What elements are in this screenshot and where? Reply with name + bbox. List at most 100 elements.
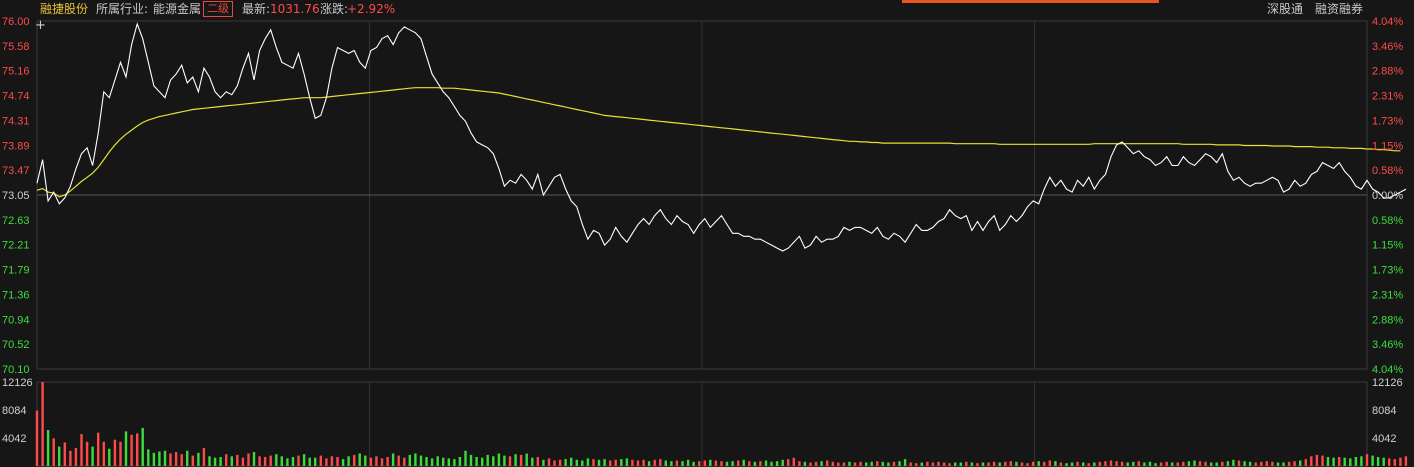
volume-bar bbox=[230, 456, 233, 466]
volume-bar bbox=[252, 452, 256, 466]
volume-bar bbox=[241, 457, 245, 466]
volume-bar bbox=[1388, 458, 1391, 466]
volume-bar bbox=[809, 462, 812, 466]
volume-bar bbox=[369, 457, 373, 466]
volume-bar bbox=[531, 457, 534, 466]
volume-tick-label: 8084 bbox=[1372, 405, 1396, 417]
volume-bar bbox=[408, 454, 411, 466]
volume-bar bbox=[169, 453, 172, 466]
volume-bar bbox=[63, 442, 66, 466]
volume-bar bbox=[675, 460, 679, 466]
volume-bar bbox=[892, 461, 896, 466]
volume-bar bbox=[197, 452, 200, 466]
volume-bar bbox=[1004, 461, 1007, 466]
volume-bar bbox=[770, 461, 773, 466]
volume-bar bbox=[1082, 462, 1085, 466]
volume-bar bbox=[659, 459, 662, 466]
volume-bar bbox=[1243, 461, 1246, 466]
volume-bar bbox=[442, 457, 445, 466]
volume-bar bbox=[1276, 462, 1280, 466]
chart-grid bbox=[36, 20, 1368, 467]
volume-bar bbox=[586, 458, 590, 466]
volume-bar bbox=[1087, 463, 1090, 466]
industry-level-badge[interactable]: 二级 bbox=[203, 1, 233, 17]
volume-bar bbox=[1015, 461, 1018, 466]
volume-bar bbox=[453, 459, 456, 466]
price-tick-label: 70.52 bbox=[2, 339, 30, 351]
volume-bar bbox=[419, 455, 423, 466]
volume-bar bbox=[275, 454, 278, 466]
volume-bar bbox=[959, 462, 962, 466]
volume-bar bbox=[1382, 457, 1385, 466]
volume-bar bbox=[1165, 461, 1168, 466]
volume-tick-label: 12126 bbox=[1372, 377, 1403, 389]
volume-bar bbox=[903, 459, 907, 466]
price-tick-label: 75.58 bbox=[2, 41, 30, 53]
price-tick-label: 73.89 bbox=[2, 140, 30, 152]
volume-bar bbox=[937, 461, 940, 466]
volume-bar bbox=[391, 453, 395, 466]
volume-bar bbox=[709, 459, 712, 466]
volume-bar bbox=[1371, 455, 1374, 466]
volume-bar bbox=[915, 463, 918, 466]
volume-bar bbox=[163, 450, 167, 466]
volume-bar bbox=[1204, 461, 1207, 466]
volume-bar bbox=[69, 450, 72, 466]
industry-name[interactable]: 能源金属 bbox=[153, 2, 202, 16]
volume-bar bbox=[1321, 455, 1324, 466]
volume-bar bbox=[236, 454, 239, 466]
volume-bar bbox=[1354, 457, 1358, 466]
volume-bar bbox=[464, 450, 467, 466]
volume-bar bbox=[876, 461, 879, 466]
volume-bar bbox=[481, 457, 484, 466]
volume-bar bbox=[130, 434, 133, 466]
volume-bar bbox=[1076, 461, 1079, 466]
volume-bar bbox=[1293, 461, 1296, 466]
volume-bar bbox=[920, 462, 923, 466]
volume-bar bbox=[814, 461, 818, 466]
volume-bar bbox=[1210, 462, 1213, 466]
volume-bar bbox=[748, 461, 751, 466]
volume-bar bbox=[1232, 459, 1235, 466]
volume-bar bbox=[380, 458, 384, 466]
volume-bar bbox=[180, 454, 183, 466]
volume-bar bbox=[542, 459, 545, 466]
price-tick-label: 76.00 bbox=[2, 16, 30, 28]
volume-bar bbox=[1365, 454, 1369, 466]
margin-trading-button[interactable]: 融资融券 bbox=[1315, 2, 1364, 16]
stock-name: 融捷股份 bbox=[40, 2, 89, 16]
volume-bar bbox=[1020, 462, 1024, 466]
volume-bar bbox=[737, 460, 740, 466]
volume-bar bbox=[992, 461, 996, 466]
shenzhen-connect-button[interactable]: 深股通 bbox=[1267, 2, 1304, 16]
volume-bar bbox=[592, 459, 595, 466]
volume-bar bbox=[1282, 462, 1285, 466]
volume-bar bbox=[1338, 457, 1341, 466]
volume-bar bbox=[1326, 457, 1330, 466]
volume-bar bbox=[124, 431, 128, 466]
volume-bar bbox=[147, 449, 150, 466]
price-tick-label: 75.16 bbox=[2, 66, 30, 78]
percent-tick-label: 1.15% bbox=[1372, 140, 1403, 152]
volume-bar bbox=[798, 461, 801, 466]
crosshair-icon[interactable]: + bbox=[35, 18, 46, 33]
volume-bar bbox=[636, 460, 640, 466]
volume-bar bbox=[336, 457, 339, 466]
volume-bar bbox=[91, 446, 94, 466]
volume-bar bbox=[536, 457, 539, 466]
latest-label: 最新: bbox=[242, 2, 271, 16]
volume-bar bbox=[219, 457, 222, 466]
volume-bar bbox=[664, 460, 667, 466]
volume-bar bbox=[1126, 462, 1129, 466]
volume-bar bbox=[1054, 461, 1057, 466]
price-axis-left: 76.00 75.58 75.16 74.74 74.31 73.89 73.47 73.05… bbox=[2, 16, 30, 376]
volume-bar bbox=[1226, 461, 1230, 466]
volume-bar bbox=[291, 457, 295, 466]
volume-bar bbox=[191, 455, 194, 466]
volume-bar bbox=[998, 462, 1001, 466]
price-tick-label: 70.94 bbox=[2, 314, 30, 326]
volume-tick-label: 12126 bbox=[2, 377, 33, 389]
volume-bar bbox=[1120, 461, 1124, 466]
volume-bar bbox=[1260, 461, 1263, 466]
